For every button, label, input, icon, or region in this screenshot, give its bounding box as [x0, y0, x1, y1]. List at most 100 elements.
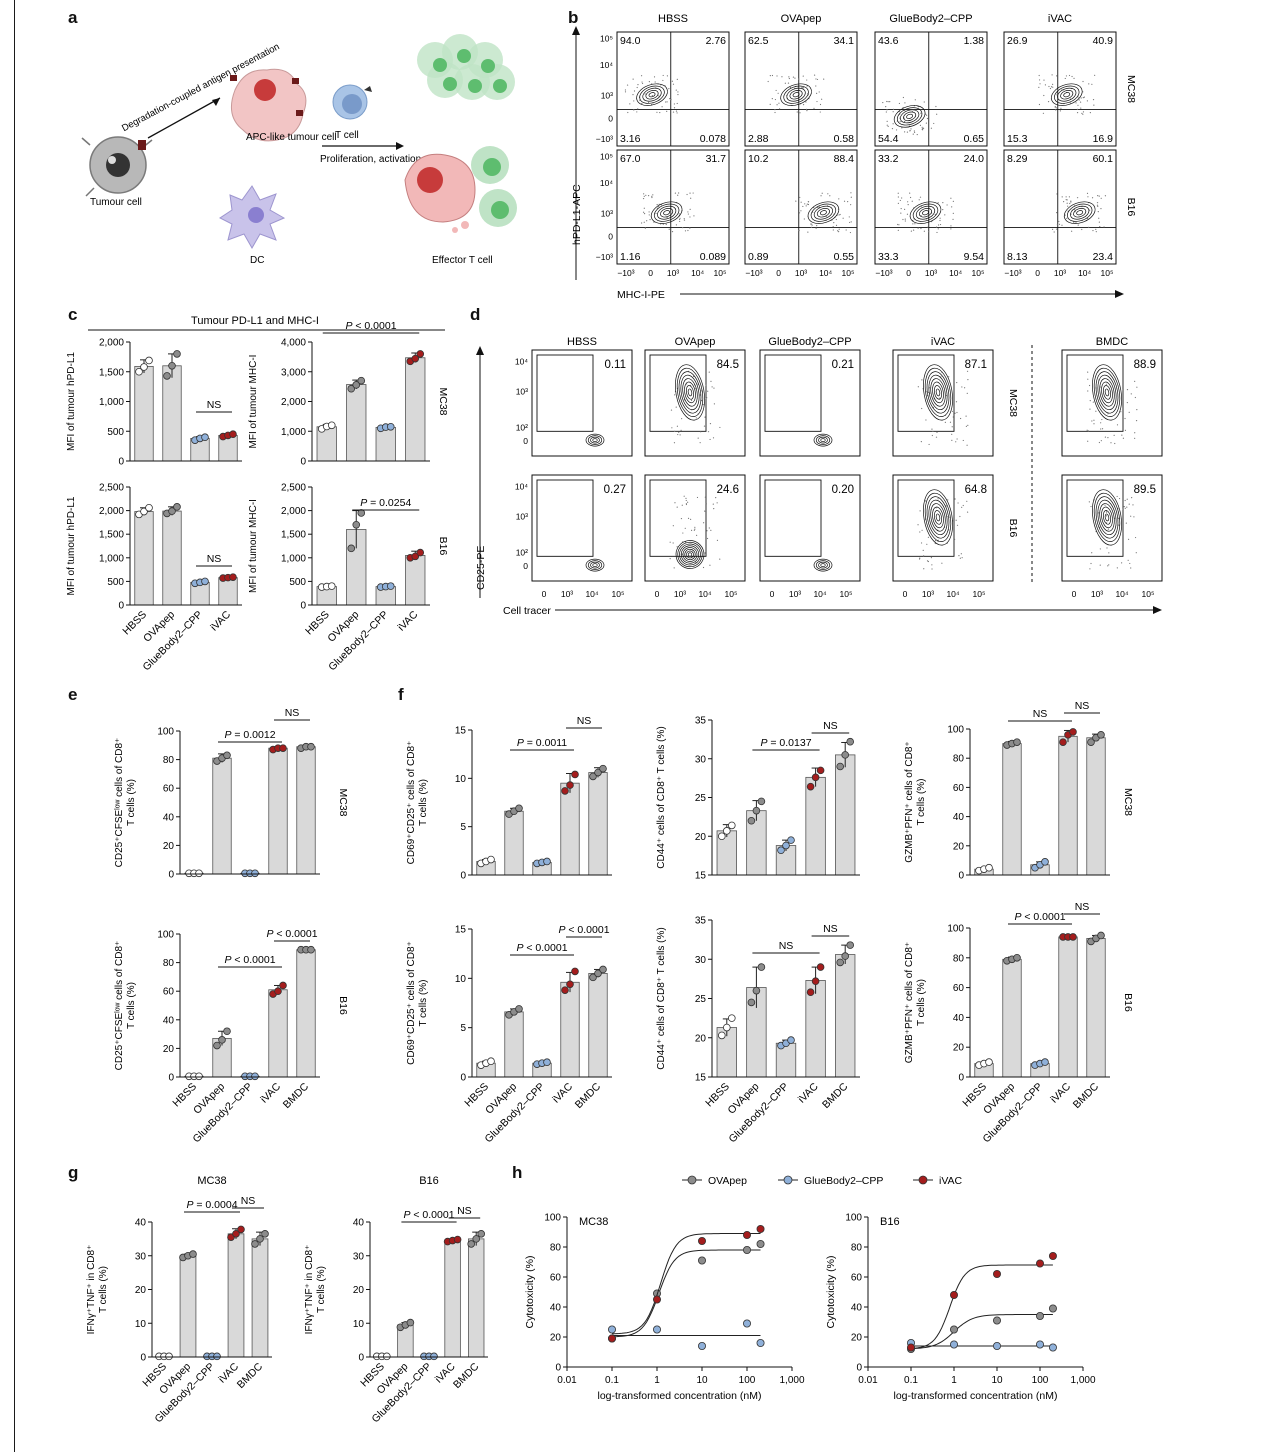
- quadrant-ll-value: 33.3: [878, 251, 899, 263]
- contour-line: [928, 499, 948, 536]
- plot-frame: [892, 349, 994, 457]
- event-dot: [712, 437, 715, 439]
- data-point: [722, 827, 731, 835]
- data-point: [386, 582, 395, 590]
- event-dot: [923, 555, 925, 557]
- event-dot: [1055, 109, 1057, 111]
- x-axis-label: log-transformed concentration (nM): [894, 1390, 1058, 1402]
- x-tick-label: BMDC: [451, 1360, 482, 1391]
- y-axis-label: MFI of tumour hPD-L1: [66, 496, 77, 595]
- event-dot: [677, 93, 679, 96]
- data-point: [608, 1334, 617, 1343]
- y-tick-label: 40: [953, 1013, 965, 1024]
- event-dot: [798, 230, 800, 232]
- data-point: [589, 973, 597, 982]
- event-dot: [806, 79, 808, 81]
- x-axis-label: log-transformed concentration (nM): [598, 1390, 762, 1402]
- event-dot: [679, 434, 681, 436]
- bar: [212, 757, 232, 875]
- event-dot: [810, 226, 813, 228]
- data-point: [816, 766, 825, 775]
- data-point: [561, 986, 569, 994]
- data-point: [229, 573, 237, 581]
- x-tick-label: 0.01: [858, 1375, 878, 1386]
- event-dot: [794, 77, 796, 79]
- contour-line: [592, 438, 598, 442]
- event-dot: [885, 111, 887, 113]
- event-dot: [827, 193, 829, 195]
- x-tick-label: BMDC: [281, 1080, 312, 1111]
- chart-title: MC38: [579, 1216, 608, 1228]
- arrow-head-icon: [572, 26, 580, 35]
- event-dot: [928, 387, 931, 389]
- event-dot: [1106, 547, 1108, 549]
- y-tick-label: 4,000: [281, 338, 306, 349]
- y-tick-label: 10³: [601, 91, 613, 101]
- event-dot: [1116, 424, 1119, 426]
- event-dot: [897, 192, 899, 194]
- y-tick-label: 0: [460, 871, 466, 882]
- y-tick-label: 60: [163, 784, 175, 795]
- event-dot: [669, 98, 671, 100]
- data-point: [307, 945, 315, 954]
- event-dot: [776, 104, 778, 106]
- contour-line: [590, 436, 600, 444]
- contour-line: [1099, 378, 1115, 407]
- event-dot: [632, 94, 634, 96]
- x-tick-label: 10⁵: [714, 268, 727, 278]
- data-point: [165, 1352, 173, 1361]
- gate-percentage: 24.6: [717, 484, 739, 496]
- flow-plot: 87.1: [892, 349, 994, 457]
- event-dot: [682, 532, 684, 534]
- event-dot: [904, 220, 906, 222]
- row-label: MC38: [437, 387, 449, 415]
- event-dot: [887, 101, 889, 103]
- event-dot: [924, 500, 927, 502]
- event-dot: [930, 127, 933, 129]
- event-dot: [1056, 212, 1058, 214]
- event-dot: [1097, 205, 1099, 207]
- data-point: [698, 1237, 707, 1246]
- event-dot: [832, 229, 834, 231]
- t-cell-icon: [332, 84, 372, 120]
- event-dot: [1087, 371, 1089, 373]
- event-dot: [1098, 195, 1100, 197]
- event-dot: [643, 212, 646, 215]
- x-tick-label: −10³: [745, 268, 762, 278]
- event-dot: [644, 93, 646, 95]
- event-dot: [646, 220, 648, 222]
- contour-line: [1095, 496, 1119, 539]
- event-dot: [900, 207, 902, 210]
- event-dot: [850, 204, 852, 206]
- data-point: [599, 965, 607, 974]
- contour-line: [820, 438, 826, 442]
- event-dot: [921, 126, 923, 128]
- significance-label: NS: [207, 399, 222, 411]
- y-tick-label: 15: [695, 1073, 707, 1084]
- event-dot: [702, 404, 704, 406]
- event-dot: [1058, 223, 1061, 225]
- data-point: [168, 507, 176, 515]
- event-dot: [709, 422, 712, 425]
- event-dot: [702, 566, 705, 569]
- event-dot: [1092, 401, 1094, 403]
- event-dot: [775, 89, 777, 92]
- event-dot: [1100, 428, 1102, 430]
- event-dot: [939, 223, 942, 226]
- event-dot: [655, 212, 657, 215]
- data-point: [698, 1256, 707, 1265]
- event-dot: [677, 91, 679, 93]
- event-dot: [838, 198, 840, 200]
- y-axis-label: MFI of tumour MHC-I: [248, 355, 259, 449]
- data-point: [717, 832, 726, 841]
- event-dot: [643, 221, 645, 223]
- event-dot: [965, 425, 967, 427]
- bar: [805, 776, 826, 876]
- event-dot: [632, 78, 634, 80]
- event-dot: [913, 130, 915, 132]
- event-dot: [961, 506, 963, 508]
- plot-frame: [744, 31, 858, 147]
- event-dot: [1107, 413, 1109, 415]
- bar: [346, 384, 367, 462]
